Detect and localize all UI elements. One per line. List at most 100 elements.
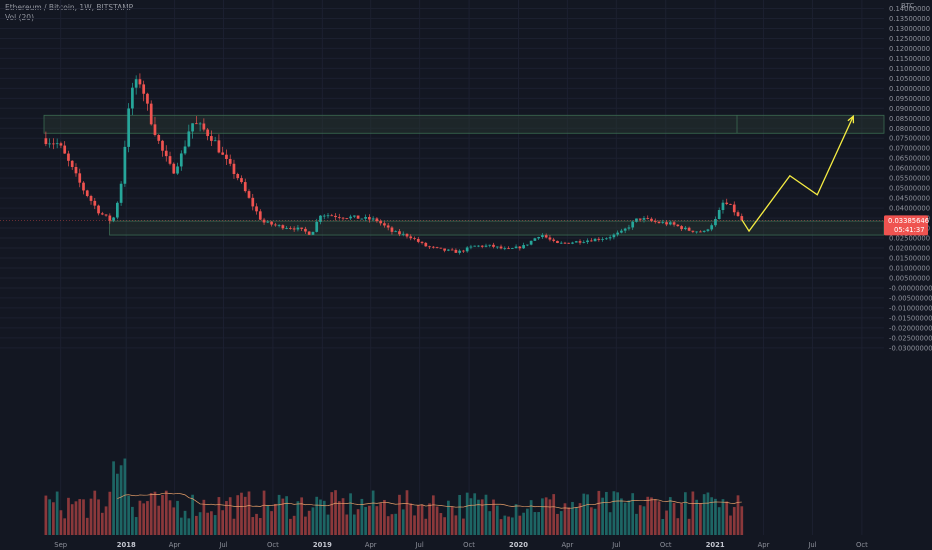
volume-bar bbox=[736, 495, 740, 535]
candle-body bbox=[589, 240, 593, 242]
candle-body bbox=[296, 227, 300, 230]
volume-bar bbox=[469, 498, 473, 535]
volume-bar bbox=[375, 506, 379, 535]
candle-body bbox=[198, 123, 202, 125]
candle-body bbox=[100, 213, 104, 215]
candle-body bbox=[729, 203, 732, 205]
candle-body bbox=[398, 231, 401, 235]
candle-body bbox=[533, 238, 537, 241]
candle-body bbox=[450, 249, 454, 251]
candle-body bbox=[717, 210, 721, 220]
price-tick-label: 0.02000000 bbox=[889, 245, 930, 253]
volume-bar bbox=[510, 517, 514, 535]
volume-bar bbox=[548, 499, 552, 535]
candle-body bbox=[480, 245, 484, 247]
candle-body bbox=[740, 216, 744, 221]
volume-bar bbox=[450, 506, 454, 535]
candle-body bbox=[435, 246, 439, 248]
volume-bar bbox=[578, 503, 582, 535]
projection-line[interactable] bbox=[741, 116, 854, 233]
volume-bar bbox=[356, 509, 360, 535]
volume-bar bbox=[48, 499, 51, 535]
volume-bar bbox=[67, 497, 70, 535]
volume-bar bbox=[123, 458, 127, 535]
volume-bar bbox=[161, 494, 164, 535]
candle-body bbox=[702, 230, 706, 232]
candle-body bbox=[368, 217, 371, 220]
candle-body bbox=[172, 163, 176, 174]
candle-body bbox=[537, 237, 541, 239]
price-tick-label: -0.02000000 bbox=[889, 324, 932, 332]
candle-body bbox=[85, 190, 89, 197]
candle-body bbox=[176, 166, 179, 174]
price-tick-label: 0.00500000 bbox=[889, 274, 930, 282]
price-tick-label: 0.04000000 bbox=[889, 205, 930, 213]
candle-body bbox=[52, 143, 55, 145]
candle-body bbox=[642, 218, 646, 220]
candle-body bbox=[544, 235, 548, 238]
volume-bar bbox=[706, 492, 710, 535]
volume-bar bbox=[134, 517, 138, 535]
volume-bar bbox=[300, 497, 304, 535]
volume-bar bbox=[270, 511, 273, 535]
last-price-value: 0.03385646 bbox=[888, 217, 929, 225]
volume-bar bbox=[683, 492, 687, 535]
candle-body bbox=[63, 145, 67, 154]
candle-body bbox=[146, 93, 149, 104]
candle-body bbox=[462, 250, 465, 252]
volume-bar bbox=[172, 507, 176, 535]
candle-body bbox=[157, 135, 161, 141]
candle-body bbox=[518, 246, 522, 249]
volume-bar bbox=[740, 506, 744, 535]
candle-body bbox=[605, 238, 608, 240]
volume-bar bbox=[537, 512, 541, 535]
candle-body bbox=[439, 247, 443, 249]
candle-body bbox=[255, 206, 258, 212]
time-axis[interactable]: Sep 2018 Apr Jul Oct 2019 Apr Jul Oct 2020 Apr Jul O… bbox=[54, 541, 868, 549]
last-price-badge[interactable] bbox=[884, 215, 928, 236]
volume-bar bbox=[725, 501, 729, 535]
candle-body bbox=[349, 216, 352, 219]
candle-body bbox=[319, 215, 322, 222]
candle-body bbox=[300, 227, 304, 229]
volume-bar bbox=[104, 506, 108, 535]
candle-body bbox=[420, 241, 424, 243]
volume-bar bbox=[597, 490, 601, 535]
candle-body bbox=[522, 245, 525, 249]
price-tick-label: -0.00500000 bbox=[889, 294, 932, 302]
time-tick-label: Oct bbox=[660, 541, 672, 549]
candle-body bbox=[97, 205, 100, 214]
candle-body bbox=[563, 242, 567, 244]
volume-bar bbox=[322, 500, 326, 535]
candle-body bbox=[454, 249, 458, 253]
volume-bar bbox=[676, 518, 680, 535]
volume-bar bbox=[454, 515, 458, 535]
candle-body bbox=[582, 242, 586, 243]
candle-body bbox=[657, 221, 661, 223]
volume-bar bbox=[206, 512, 209, 535]
volume-indicator-label[interactable]: Vol (20) bbox=[5, 13, 35, 22]
volume-bar bbox=[183, 510, 187, 535]
candle-body bbox=[593, 238, 597, 242]
volume-bar bbox=[289, 518, 292, 535]
volume-bar bbox=[401, 509, 405, 535]
volume-bar bbox=[680, 503, 683, 535]
candle-body bbox=[699, 231, 702, 233]
candle-body bbox=[465, 247, 469, 252]
candle-body bbox=[131, 87, 134, 109]
volume-bar bbox=[142, 503, 146, 535]
candle-body bbox=[262, 219, 266, 223]
resistance-zone[interactable] bbox=[43, 114, 885, 134]
price-tick-label: 0.10500000 bbox=[889, 75, 930, 83]
support-zone[interactable] bbox=[109, 220, 885, 236]
candle-body bbox=[270, 221, 273, 225]
candle-body bbox=[228, 158, 232, 164]
candle-body bbox=[608, 237, 612, 239]
price-tick-label: 0.11500000 bbox=[889, 55, 930, 63]
price-tick-label: -0.00000000 bbox=[889, 284, 932, 292]
time-tick-label: Jul bbox=[415, 541, 424, 549]
candle-body bbox=[183, 146, 187, 154]
price-axis[interactable]: 0.14000000 0.13500000 0.13000000 0.12500000… bbox=[884, 2, 932, 352]
symbol-title[interactable]: Ethereum / Bitcoin, 1W, BITSTAMP bbox=[5, 3, 134, 12]
